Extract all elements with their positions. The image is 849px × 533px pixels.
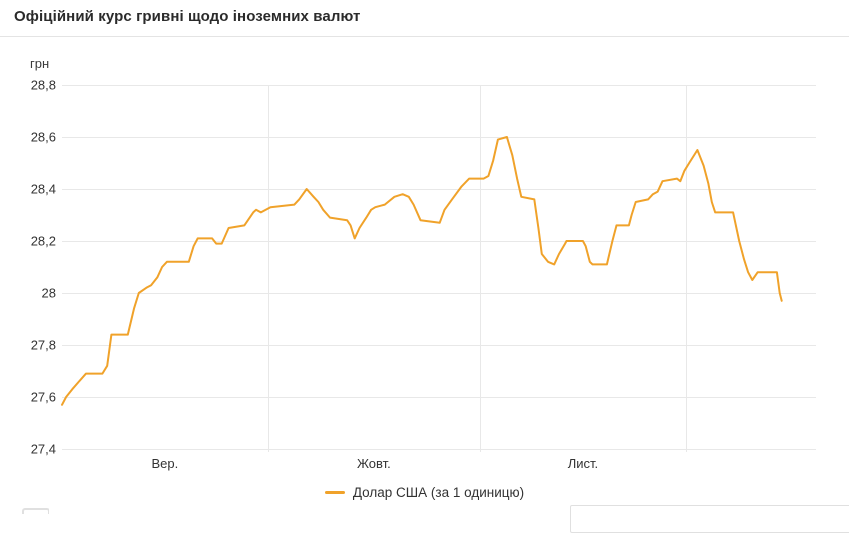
chart-legend[interactable]: Долар США (за 1 одиницю) — [0, 485, 849, 500]
legend-series-label: Долар США (за 1 одиницю) — [352, 485, 525, 500]
usd-rate-line[interactable] — [61, 136, 783, 406]
cropped-bottom-panel[interactable] — [570, 505, 849, 533]
y-axis-unit-label: грн — [30, 56, 50, 71]
cropped-footer-element — [22, 508, 49, 514]
chart-plot[interactable] — [0, 0, 849, 514]
page-header: Офіційний курс гривні щодо іноземних вал… — [0, 0, 849, 37]
page-title: Офіційний курс гривні щодо іноземних вал… — [14, 8, 361, 25]
legend-line-swatch — [324, 491, 345, 494]
